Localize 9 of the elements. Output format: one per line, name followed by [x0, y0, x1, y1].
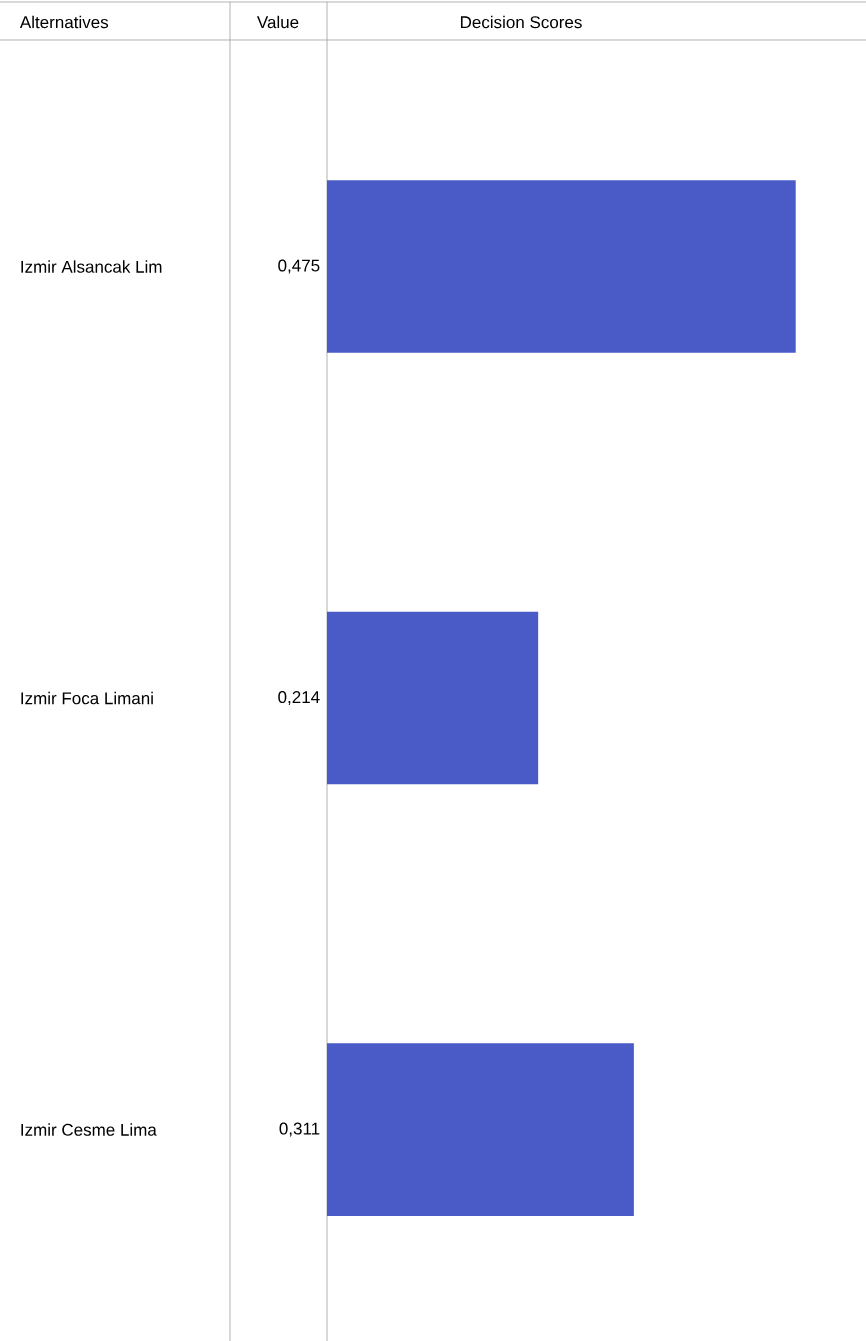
data-label: 0,214 [278, 691, 320, 706]
y-tick-label: Izmir Foca Limani [21, 691, 153, 705]
data-label: 0,311 [279, 1122, 320, 1137]
text: Value [256, 15, 299, 29]
data-label: 0,475 [278, 259, 320, 274]
chart-title: Decision Scores [460, 15, 582, 29]
y-tick-label: Izmir Alsancak Lim [21, 260, 162, 273]
y-axis-title: Alternatives [19, 15, 109, 29]
y-tick-label: Izmir Cesme Lima [21, 1123, 157, 1136]
